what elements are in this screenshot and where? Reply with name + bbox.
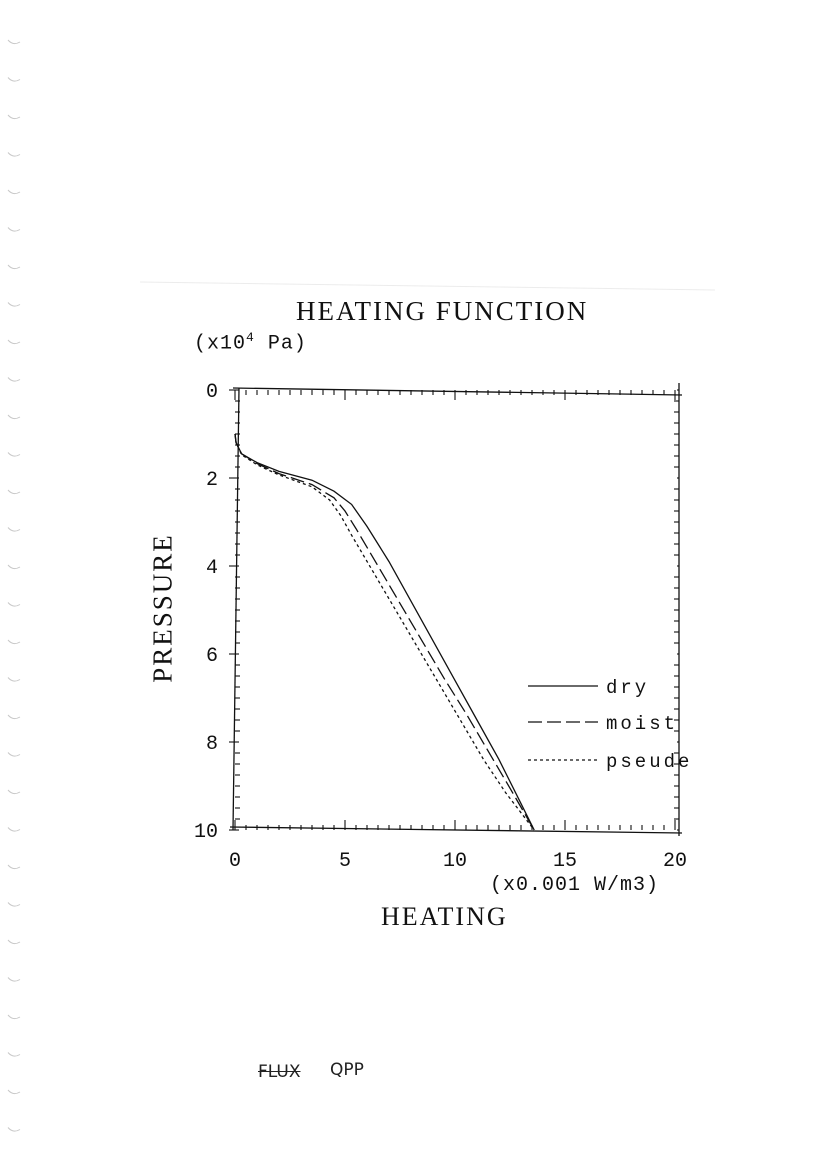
legend-label-pseude: pseude bbox=[606, 751, 692, 773]
binder-mark bbox=[7, 264, 21, 270]
binder-mark bbox=[7, 302, 21, 307]
scan-artifact-line bbox=[139, 281, 716, 291]
binder-mark bbox=[7, 414, 21, 420]
y-unit-suffix: Pa) bbox=[254, 332, 307, 356]
y-tick-label: 2 bbox=[206, 469, 218, 492]
binder-mark bbox=[7, 1052, 21, 1057]
binder-mark bbox=[7, 789, 21, 795]
tick-labels: 0 5 10 15 20 0 2 4 6 8 10 bbox=[194, 381, 687, 873]
binder-mark bbox=[7, 39, 21, 45]
top-axis bbox=[232, 387, 683, 396]
legend-label-moist: moist bbox=[606, 713, 678, 735]
bottom-axis bbox=[229, 826, 683, 834]
y-axis-label: PRESSURE bbox=[147, 533, 178, 683]
binder-mark bbox=[7, 452, 21, 457]
binder-hole-marks bbox=[7, 39, 21, 1132]
y-tick-label: 0 bbox=[206, 381, 218, 404]
binder-mark bbox=[7, 1127, 21, 1132]
series-curves bbox=[234, 433, 535, 831]
binder-mark bbox=[7, 977, 21, 982]
binder-mark bbox=[7, 339, 21, 345]
legend: dry moist pseude bbox=[528, 677, 692, 773]
binder-mark bbox=[7, 902, 21, 907]
binder-mark bbox=[7, 227, 21, 232]
binder-mark bbox=[7, 752, 21, 757]
binder-mark bbox=[7, 77, 21, 82]
binder-mark bbox=[7, 1089, 21, 1095]
legend-label-dry: dry bbox=[606, 677, 649, 699]
binder-mark bbox=[7, 677, 21, 682]
binder-mark bbox=[7, 527, 21, 532]
y-tick-label: 10 bbox=[194, 821, 218, 844]
x-tick-label: 5 bbox=[339, 850, 351, 873]
binder-mark bbox=[7, 827, 21, 832]
binder-mark bbox=[7, 489, 21, 495]
binder-mark bbox=[7, 377, 21, 382]
binder-mark bbox=[7, 864, 21, 870]
series-line-pseude bbox=[234, 433, 535, 831]
chart-title: HEATING FUNCTION bbox=[296, 296, 589, 326]
x-tick-label: 15 bbox=[553, 850, 577, 873]
binder-mark bbox=[7, 114, 21, 120]
series-line-moist bbox=[234, 433, 535, 831]
y-axis-unit: (x104 Pa) bbox=[194, 330, 307, 356]
handwritten-crossed-word: FLUX bbox=[258, 1062, 301, 1082]
binder-mark bbox=[7, 639, 21, 645]
x-tick-label: 20 bbox=[663, 850, 687, 873]
y-tick-label: 6 bbox=[206, 645, 218, 668]
binder-mark bbox=[7, 152, 21, 157]
binder-mark bbox=[7, 939, 21, 945]
left-axis bbox=[232, 387, 240, 831]
handwritten-note: QPP bbox=[330, 1060, 364, 1080]
tick-marks bbox=[229, 389, 679, 831]
y-tick-label: 4 bbox=[206, 557, 218, 580]
y-unit-exponent: 4 bbox=[246, 330, 255, 345]
y-unit-prefix: (x10 bbox=[194, 332, 247, 356]
x-axis-label: HEATING bbox=[381, 902, 508, 931]
binder-mark bbox=[7, 189, 21, 195]
binder-mark bbox=[7, 564, 21, 570]
y-tick-label: 8 bbox=[206, 733, 218, 756]
x-axis-unit: (x0.001 W/m3) bbox=[490, 874, 660, 897]
series-line-dry bbox=[234, 433, 535, 831]
binder-mark bbox=[7, 1014, 21, 1020]
x-tick-label: 10 bbox=[443, 850, 467, 873]
binder-mark bbox=[7, 602, 21, 607]
binder-mark bbox=[7, 714, 21, 720]
x-tick-label: 0 bbox=[229, 850, 241, 873]
